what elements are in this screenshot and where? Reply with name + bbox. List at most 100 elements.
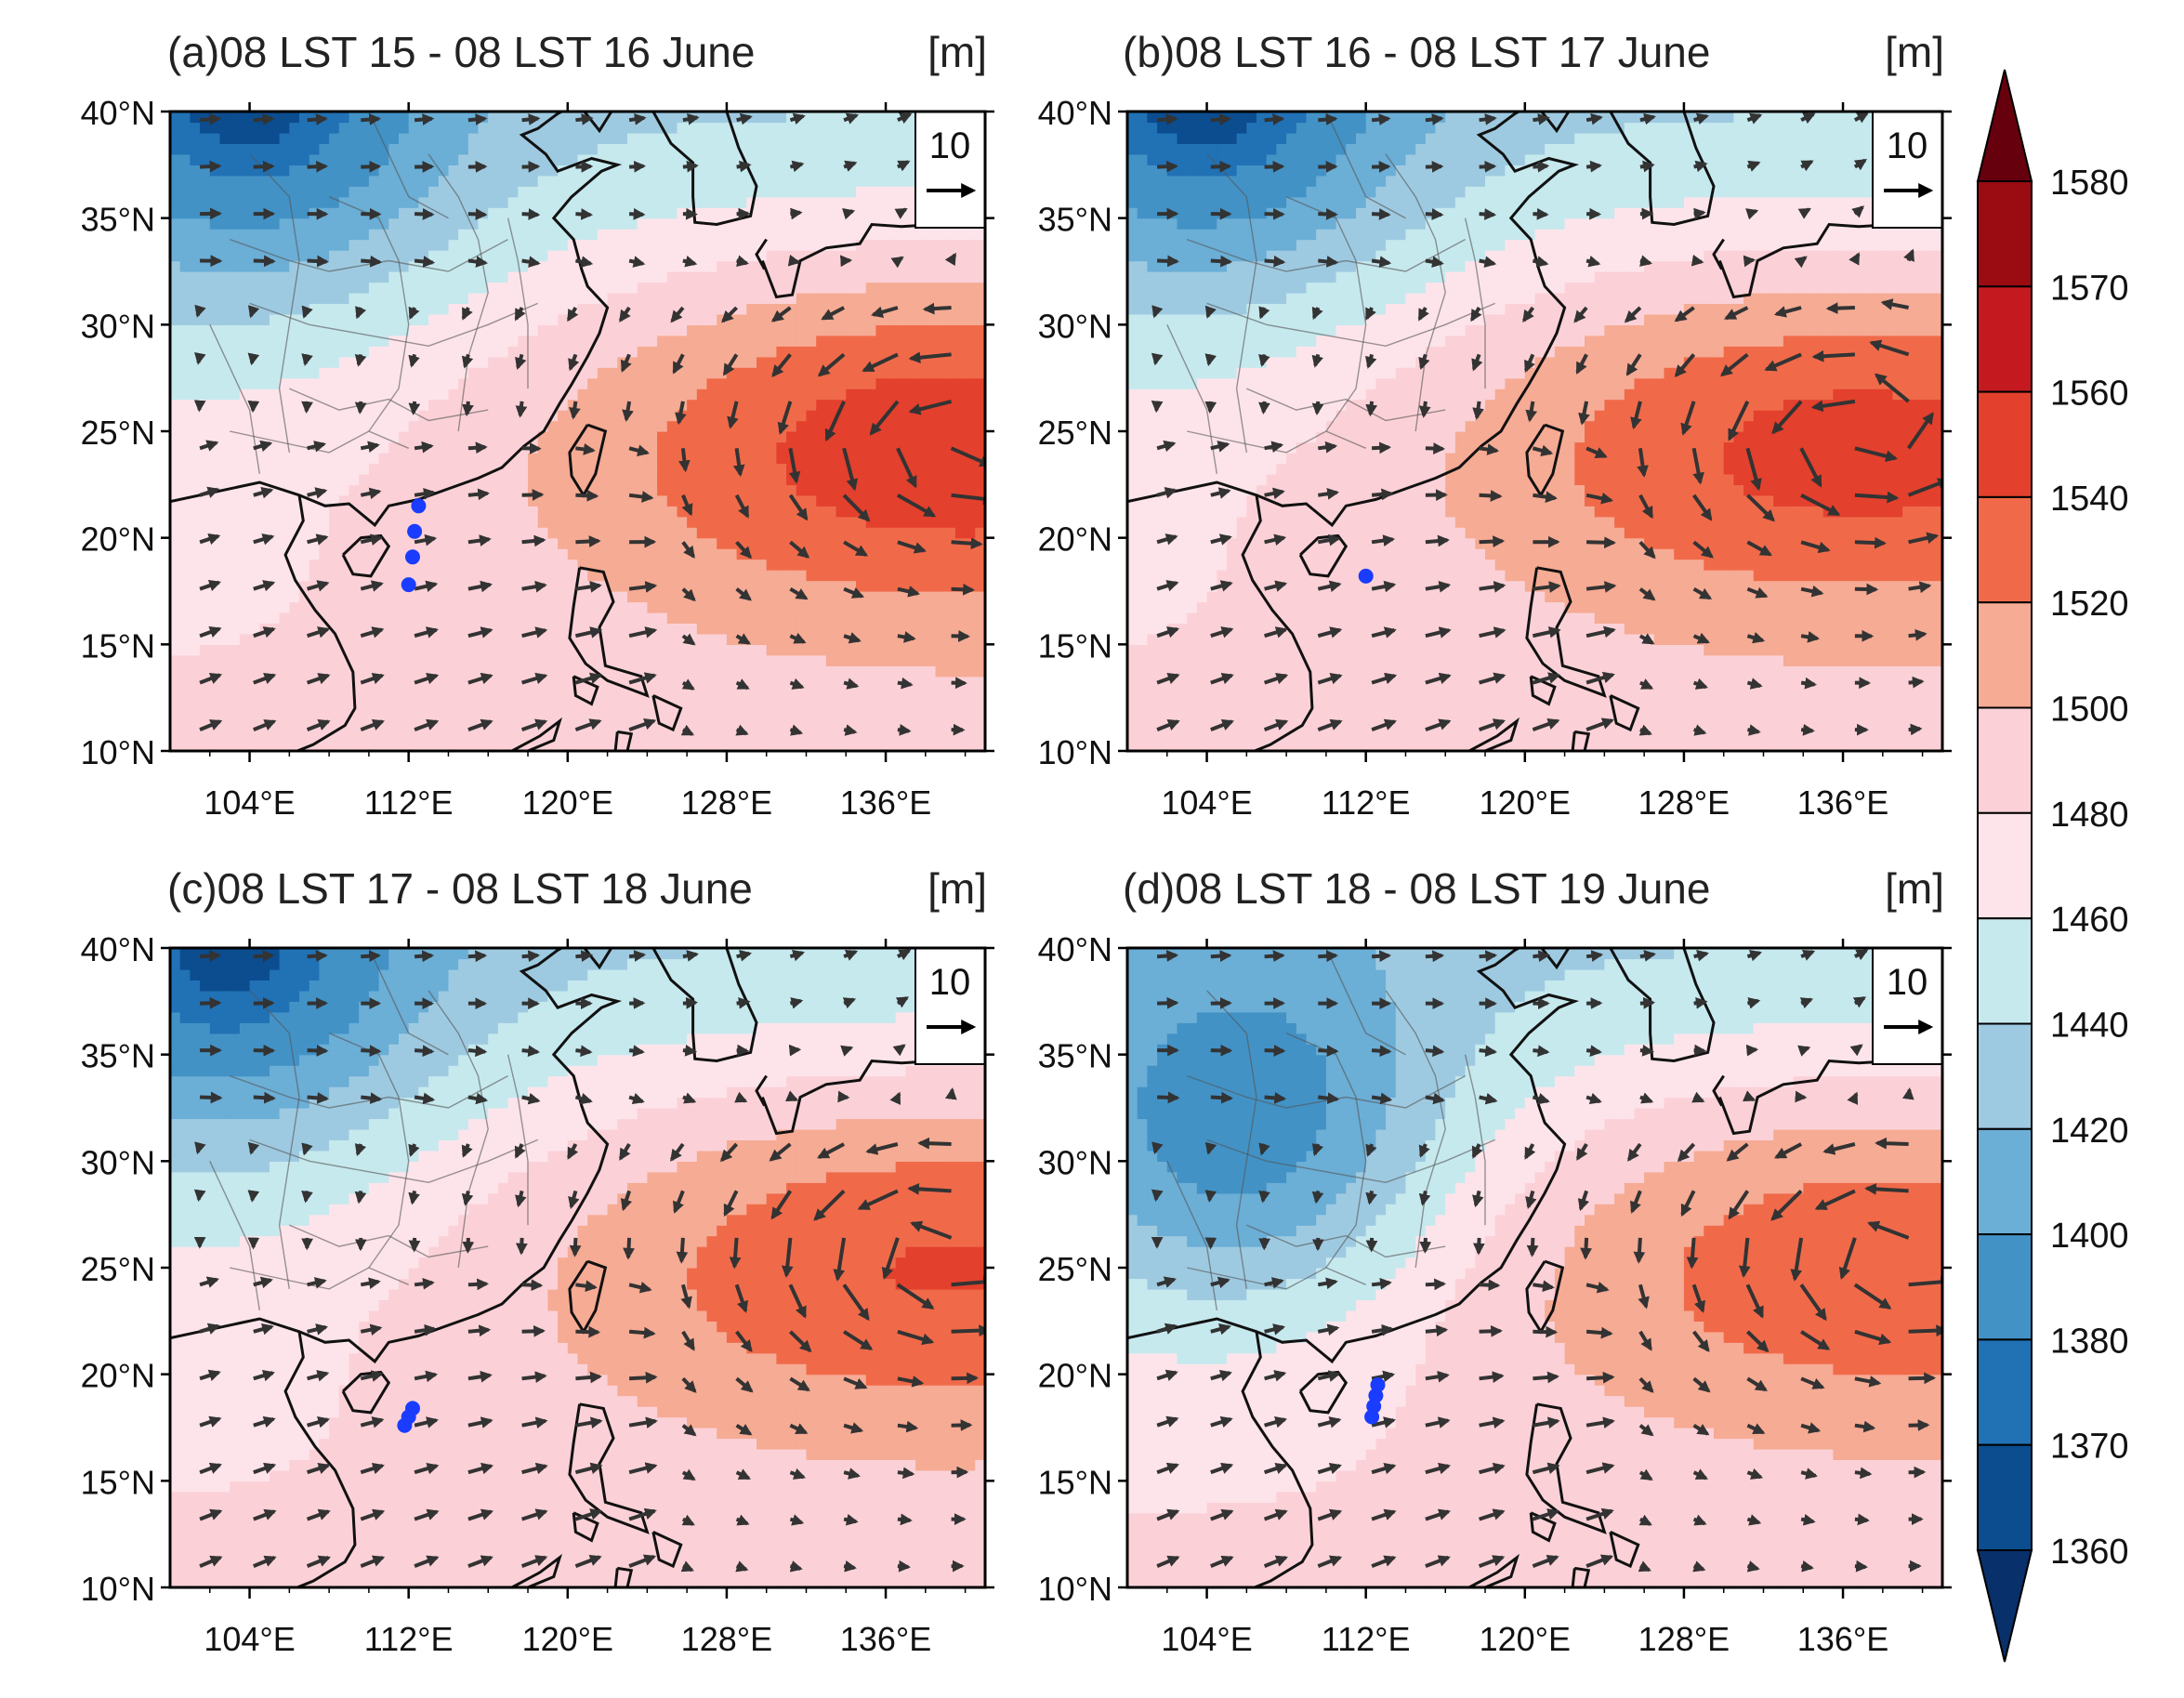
field-cell bbox=[856, 516, 867, 528]
field-cell bbox=[975, 250, 985, 262]
field-cell bbox=[954, 282, 967, 294]
field-cell bbox=[219, 324, 230, 336]
field-cell bbox=[309, 346, 320, 358]
field-cell bbox=[567, 665, 579, 678]
field-cell bbox=[776, 143, 787, 155]
field-cell bbox=[488, 463, 499, 475]
field-cell bbox=[846, 718, 857, 731]
wind-arrow bbox=[306, 673, 331, 685]
field-cell bbox=[696, 250, 708, 262]
field-cell bbox=[846, 580, 857, 592]
field-cell bbox=[170, 132, 181, 144]
field-cell bbox=[230, 612, 241, 624]
field-cell bbox=[270, 730, 281, 742]
field-cell bbox=[368, 730, 380, 742]
field-cell bbox=[518, 591, 529, 603]
field-cell bbox=[219, 548, 230, 560]
field-cell bbox=[757, 591, 768, 603]
field-cell bbox=[666, 356, 678, 368]
field-cell bbox=[796, 175, 808, 187]
field-cell bbox=[766, 494, 777, 507]
field-cell bbox=[458, 165, 469, 177]
field-cell bbox=[816, 250, 827, 262]
field-cell bbox=[875, 537, 887, 549]
field-cell bbox=[179, 143, 191, 155]
field-cell bbox=[925, 740, 937, 751]
field-cell bbox=[239, 153, 251, 165]
field-cell bbox=[577, 718, 588, 731]
field-cell bbox=[528, 612, 539, 624]
field-cell bbox=[895, 292, 906, 304]
field-cell bbox=[467, 153, 480, 165]
field-cell bbox=[816, 143, 827, 155]
field-cell bbox=[905, 165, 916, 177]
field-cell bbox=[399, 697, 410, 709]
field-cell bbox=[706, 431, 717, 443]
field-cell bbox=[518, 494, 529, 507]
field-cell bbox=[657, 473, 668, 485]
field-cell bbox=[319, 494, 330, 507]
field-cell bbox=[567, 153, 579, 165]
field-cell bbox=[230, 570, 241, 582]
field-cell bbox=[567, 740, 579, 751]
field-cell bbox=[438, 516, 450, 528]
field-cell bbox=[865, 644, 876, 656]
field-cell bbox=[736, 601, 747, 613]
field-cell bbox=[219, 122, 230, 134]
field-cell bbox=[239, 527, 251, 539]
field-cell bbox=[200, 260, 211, 272]
field-cell bbox=[637, 132, 648, 144]
field-cell bbox=[497, 175, 509, 187]
field-cell bbox=[895, 399, 906, 411]
field-cell bbox=[666, 548, 678, 560]
field-cell bbox=[507, 708, 519, 720]
field-cell bbox=[399, 484, 410, 496]
field-cell bbox=[329, 313, 340, 325]
field-cell bbox=[338, 665, 350, 678]
field-cell bbox=[975, 687, 985, 699]
field-cell bbox=[875, 122, 887, 134]
field-cell bbox=[279, 601, 290, 613]
field-cell bbox=[925, 633, 937, 645]
field-cell bbox=[537, 388, 548, 401]
field-cell bbox=[905, 303, 916, 315]
field-cell bbox=[209, 346, 221, 358]
field-cell bbox=[577, 494, 588, 507]
field-cell bbox=[467, 718, 480, 731]
wind-arrow bbox=[194, 304, 206, 318]
field-cell bbox=[209, 122, 221, 134]
field-cell bbox=[200, 559, 211, 571]
field-cell bbox=[558, 324, 569, 336]
field-cell bbox=[428, 431, 440, 443]
field-cell bbox=[915, 548, 927, 560]
field-cell bbox=[776, 410, 787, 422]
field-cell bbox=[418, 527, 429, 539]
field-cell bbox=[696, 623, 708, 635]
field-cell bbox=[796, 143, 808, 155]
field-cell bbox=[170, 313, 181, 325]
field-cell bbox=[796, 196, 808, 208]
field-cell bbox=[915, 431, 927, 443]
field-cell bbox=[846, 410, 857, 422]
field-cell bbox=[856, 623, 867, 635]
field-cell bbox=[467, 697, 480, 709]
field-cell bbox=[497, 410, 509, 422]
field-cell bbox=[478, 740, 489, 751]
field-cell bbox=[558, 250, 569, 262]
field-cell bbox=[886, 644, 897, 656]
field-cell bbox=[507, 346, 519, 358]
field-cell bbox=[170, 112, 181, 124]
field-cell bbox=[577, 484, 588, 496]
field-cell bbox=[547, 687, 559, 699]
field-cell bbox=[726, 186, 738, 198]
field-cell bbox=[349, 527, 360, 539]
field-cell bbox=[528, 282, 539, 294]
field-cell bbox=[359, 730, 370, 742]
field-cell bbox=[806, 313, 817, 325]
field-cell bbox=[209, 217, 221, 230]
field-cell bbox=[965, 356, 976, 368]
field-cell bbox=[825, 506, 837, 518]
field-cell bbox=[577, 420, 588, 432]
field-cell bbox=[587, 431, 599, 443]
field-cell bbox=[209, 186, 221, 198]
